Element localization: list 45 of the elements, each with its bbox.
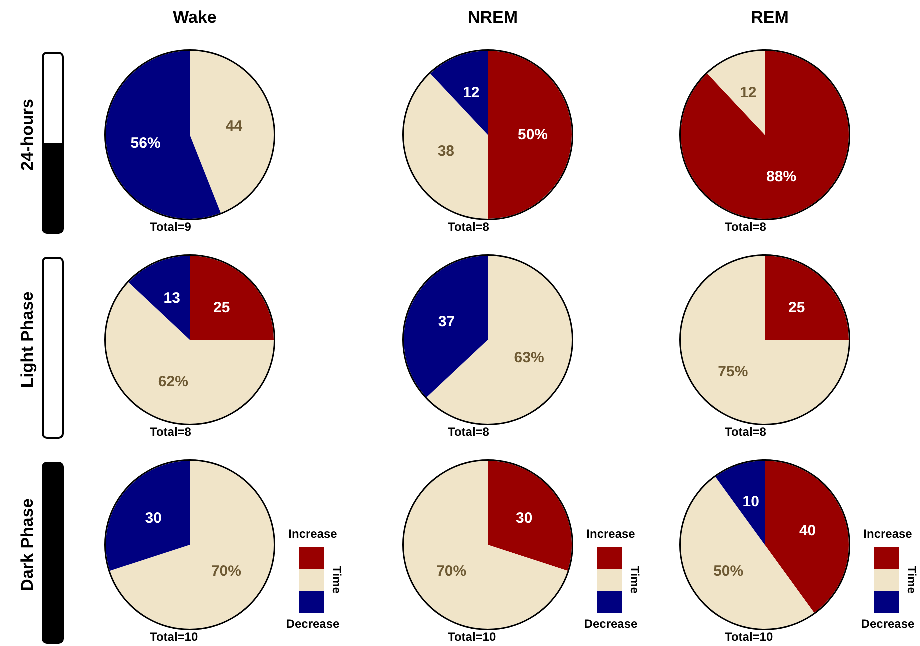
legend-title: Time (628, 566, 642, 594)
category-label: Increase (288, 527, 338, 541)
data-label: 44 (226, 118, 244, 136)
data-label: 30 (145, 510, 162, 528)
data-label: 50% (518, 126, 548, 144)
data-label: 88% (766, 168, 797, 186)
legend-label: Decrease (286, 617, 340, 631)
data-label: 40 (799, 522, 816, 540)
text: Total=8 (725, 425, 767, 439)
text: Total=10 (725, 630, 774, 644)
data-label: 56% (130, 134, 161, 152)
legend-title: Time (905, 566, 919, 594)
data-label: 70% (436, 562, 467, 580)
data-label: 13 (164, 290, 180, 308)
data-label: 12 (463, 84, 480, 102)
slice-label: Increase (586, 527, 636, 541)
legend-label: Decrease (861, 617, 915, 631)
data-label: 38 (438, 143, 455, 160)
data-label: 75% (718, 363, 748, 380)
data-label: 25 (213, 300, 230, 317)
text: 24-hours (18, 99, 38, 171)
data-label: 30 (516, 510, 533, 528)
text: Total=8 (448, 425, 490, 439)
legend-label: Decrease (584, 617, 638, 631)
data-label: 25 (788, 300, 806, 317)
chart-title: REM (751, 8, 789, 27)
text: Total=8 (725, 220, 767, 234)
text: Total=9 (150, 220, 192, 234)
data-label: 62% (158, 373, 188, 390)
data-label: 63% (514, 349, 544, 366)
legend-title: Time (330, 566, 344, 594)
slice-label: Increase (864, 527, 912, 541)
data-label: 70% (211, 562, 242, 580)
data-label: 37 (438, 314, 456, 331)
text: Total=8 (150, 425, 192, 439)
chart-title: Wake (173, 8, 217, 27)
text: Total=10 (150, 630, 198, 644)
text: Total=10 (448, 630, 496, 644)
data-label: 50% (714, 562, 744, 580)
data-label: 10 (742, 494, 760, 511)
text: Light Phase (18, 292, 38, 388)
text: Total=8 (448, 220, 490, 234)
data-label: 12 (740, 84, 757, 102)
text: Dark Phase (18, 498, 38, 592)
chart-title: NREM (468, 8, 518, 27)
